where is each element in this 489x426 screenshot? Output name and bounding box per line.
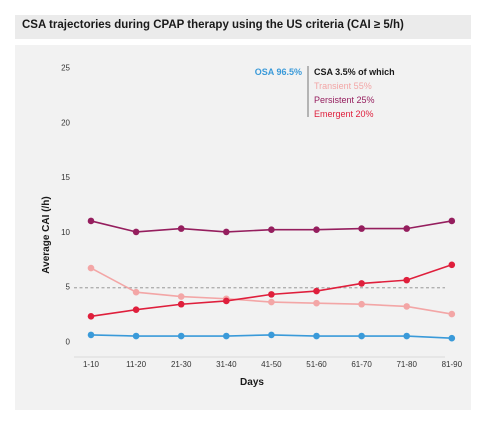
y-tick-labels: 0 5 10 15 20 25 [61, 64, 70, 347]
data-point-transient [313, 299, 320, 307]
y-tick-label: 20 [61, 118, 70, 127]
series-layer [87, 217, 456, 342]
y-axis-label: Average CAI (/h) [41, 196, 52, 273]
data-point-transient [177, 293, 185, 300]
x-tick-label: 81-90 [442, 360, 463, 369]
data-point-osa [132, 332, 140, 340]
x-tick-label: 11-20 [126, 360, 146, 369]
title-band: CSA trajectories during CPAP therapy usi… [15, 15, 471, 39]
chart-title: CSA trajectories during CPAP therapy usi… [22, 19, 404, 31]
data-point-persistent [313, 226, 320, 234]
data-point-osa [403, 332, 411, 340]
data-point-persistent [448, 217, 456, 225]
x-axis-label: Days [240, 377, 264, 388]
data-point-osa [223, 332, 230, 340]
data-point-persistent [403, 225, 411, 232]
data-point-transient [403, 303, 411, 310]
y-tick-label: 15 [61, 173, 70, 182]
chart-area: Average CAI (/h) Days 0 5 10 15 20 25 1-10 11-… [41, 64, 463, 389]
data-point-transient [87, 264, 95, 272]
data-point-persistent [223, 228, 230, 236]
legend-transient: Transient 55% [314, 81, 372, 91]
x-tick-labels: 1-10 11-20 21-30 31-40 41-50 51-60 61-70 71-80 8… [83, 360, 463, 369]
data-point-emergent [223, 297, 230, 305]
data-point-persistent [268, 226, 275, 234]
data-point-osa [448, 334, 456, 342]
data-point-emergent [177, 300, 185, 308]
data-point-persistent [358, 225, 365, 232]
data-point-osa [313, 332, 320, 340]
data-point-osa [268, 331, 275, 339]
data-point-osa [177, 332, 185, 340]
chart-panel: Average CAI (/h) Days 0 5 10 15 20 25 1-10 11-… [15, 45, 471, 410]
data-point-emergent [87, 312, 95, 320]
x-tick-label: 61-70 [351, 360, 372, 369]
legend-osa: OSA 96.5% [255, 67, 302, 77]
series-line-emergent [90, 264, 453, 318]
legend-emergent: Emergent 20% [314, 109, 374, 119]
x-tick-label: 51-60 [306, 360, 327, 369]
data-point-emergent [268, 291, 275, 298]
series-osa [87, 331, 456, 342]
legend-csa: CSA 3.5% of which [314, 67, 395, 77]
data-point-emergent [313, 287, 320, 295]
data-point-emergent [448, 261, 456, 269]
data-point-persistent [87, 217, 95, 225]
x-tick-label: 1-10 [83, 360, 100, 369]
data-point-transient [268, 298, 275, 306]
y-tick-label: 0 [66, 338, 71, 347]
y-tick-label: 25 [61, 64, 70, 73]
x-tick-label: 31-40 [216, 360, 237, 369]
x-tick-label: 21-30 [171, 360, 192, 369]
x-tick-label: 71-80 [396, 360, 417, 369]
x-tick-label: 41-50 [261, 360, 282, 369]
legend: OSA 96.5% CSA 3.5% of which Transient 55… [255, 66, 395, 119]
data-point-transient [448, 310, 456, 318]
y-tick-label: 10 [61, 228, 70, 237]
data-point-emergent [132, 306, 140, 314]
series-emergent [87, 261, 456, 320]
data-point-osa [87, 331, 95, 339]
data-point-emergent [358, 280, 365, 287]
data-point-persistent [177, 225, 185, 232]
series-persistent [87, 217, 456, 236]
data-point-emergent [403, 276, 411, 284]
data-point-persistent [132, 228, 140, 236]
y-tick-label: 5 [66, 283, 71, 292]
data-point-transient [132, 288, 140, 296]
data-point-osa [358, 332, 365, 340]
legend-persistent: Persistent 25% [314, 95, 375, 105]
data-point-transient [358, 300, 365, 308]
